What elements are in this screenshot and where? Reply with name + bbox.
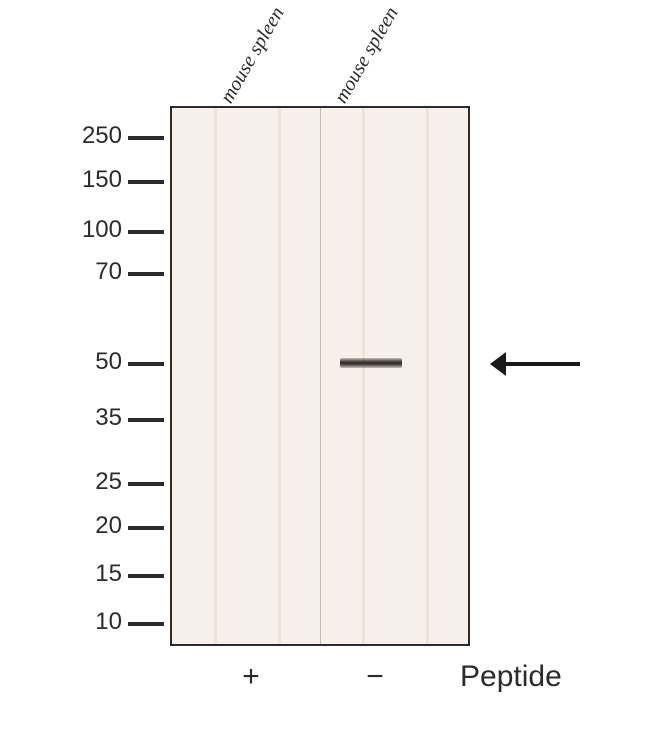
- peptide-plus: +: [236, 660, 266, 694]
- arrow-head-icon: [490, 352, 506, 376]
- band-arrow: [0, 0, 650, 732]
- arrow-line: [502, 362, 580, 366]
- western-blot-figure: { "figure": { "type": "western-blot", "c…: [0, 0, 650, 732]
- peptide-label: Peptide: [460, 660, 562, 694]
- peptide-minus: −: [360, 660, 390, 694]
